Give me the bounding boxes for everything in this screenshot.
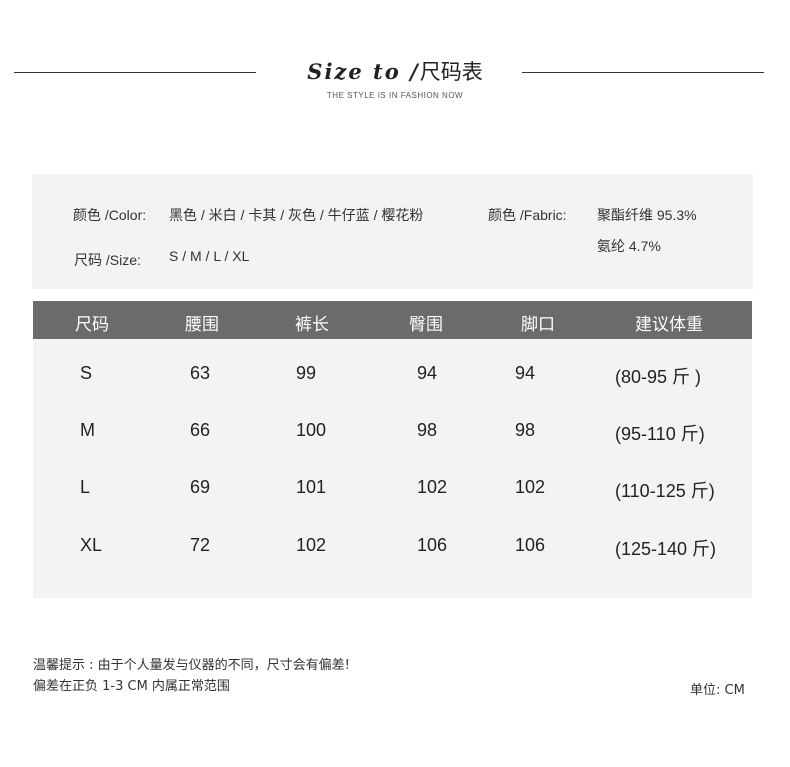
table-cell: 63 [190,363,211,383]
product-info-panel: 颜色 /Color: 黑色 / 米白 / 卡其 / 灰色 / 牛仔蓝 / 樱花粉… [32,174,753,289]
table-cell: 102 [417,477,448,497]
table-cell: 98 [417,420,438,440]
table-cell: 94 [417,363,438,383]
fabric-line1: 聚酯纤维 95.3% [597,207,697,223]
size-label: 尺码 /Size: [74,252,141,268]
size-table-header: 尺码 腰围 裤长 臀围 脚口 建议体重 [33,301,752,339]
table-cell: (125-140 斤) [615,539,717,559]
column-header: 脚口 [521,315,555,335]
table-cell: 102 [515,477,546,497]
fabric-label: 颜色 /Fabric: [488,207,567,223]
column-header: 臀围 [409,315,443,335]
table-cell: 69 [190,477,211,497]
tip-line1: 温馨提示 : 由于个人量发与仪器的不同，尺寸会有偏差! [33,658,350,673]
table-cell: 72 [190,535,211,555]
table-cell: 101 [296,477,327,497]
fabric-line2: 氨纶 4.7% [597,238,661,254]
color-label: 颜色 /Color: [73,207,147,223]
page-title: Size to /尺码表 [307,59,483,84]
size-table-body: S 63 99 94 94 (80-95 斤 ) M 66 100 98 98 (95-110 斤) L… [33,339,752,598]
table-cell: 102 [296,535,327,555]
column-header: 腰围 [185,315,219,335]
table-cell: 99 [296,363,317,383]
tip-line2: 偏差在正负 1-3 CM 内属正常范围 [33,679,230,694]
column-header: 建议体重 [635,315,703,335]
table-cell: 66 [190,420,211,440]
table-cell: (110-125 斤) [615,481,715,501]
table-cell: M [80,420,95,440]
table-cell: XL [80,535,103,555]
page-subtitle: THE STYLE IS IN FASHION NOW [326,91,464,100]
table-cell: S [80,363,93,383]
column-header: 裤长 [295,315,329,335]
table-cell: (80-95 斤 ) [615,367,702,387]
table-cell: L [80,477,91,497]
column-header: 尺码 [75,315,109,335]
divider-left [14,72,256,73]
color-value: 黑色 / 米白 / 卡其 / 灰色 / 牛仔蓝 / 樱花粉 [169,207,424,223]
divider-right [522,72,764,73]
table-cell: 106 [417,535,448,555]
table-cell: (95-110 斤) [615,424,705,444]
table-cell: 106 [515,535,546,555]
table-cell: 94 [515,363,536,383]
table-cell: 98 [515,420,536,440]
table-cell: 100 [296,420,327,440]
unit-label: 单位: CM [690,683,745,698]
size-value: S / M / L / XL [169,248,250,264]
